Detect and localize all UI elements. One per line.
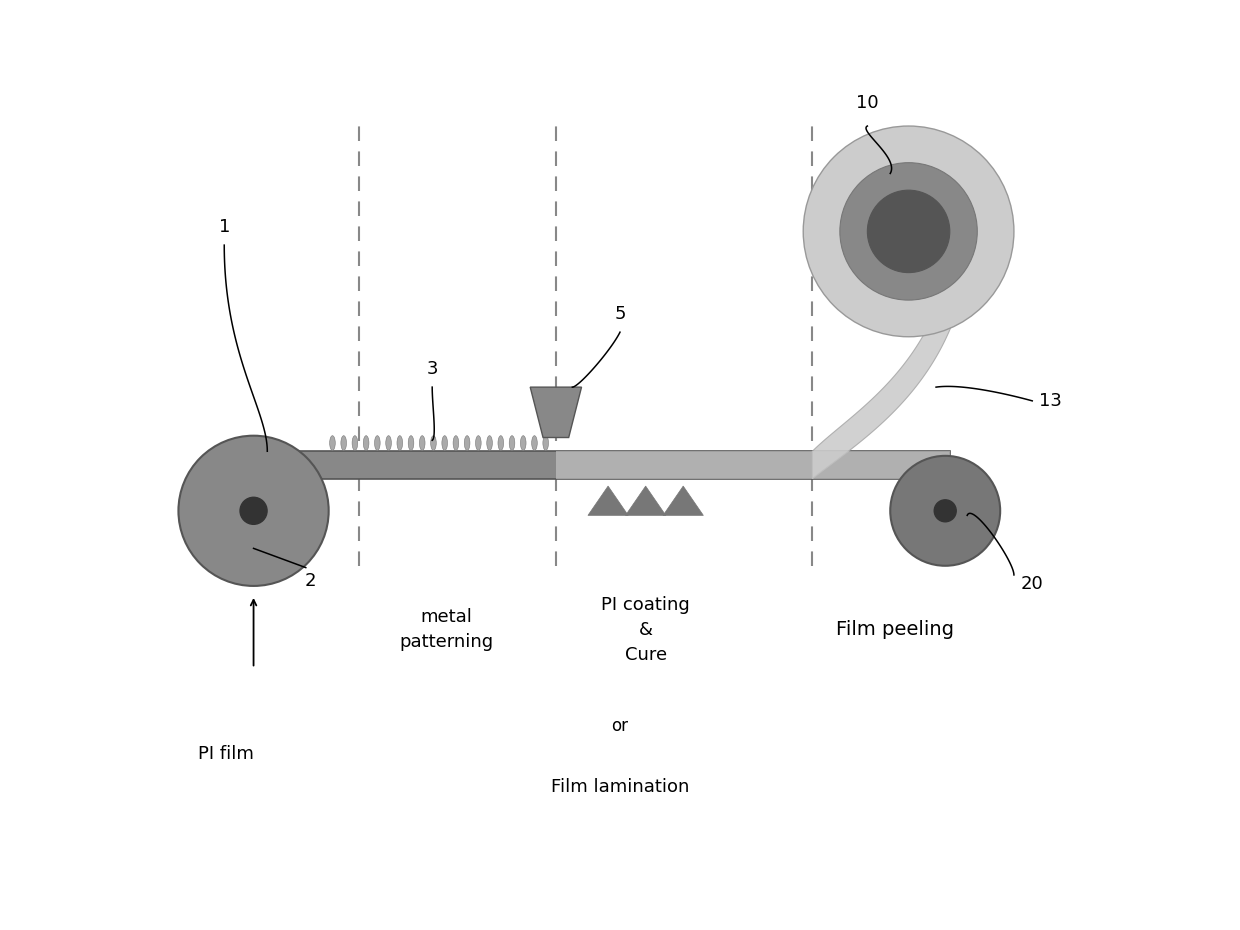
Circle shape xyxy=(179,435,329,586)
Ellipse shape xyxy=(341,435,346,450)
Circle shape xyxy=(867,190,950,272)
Ellipse shape xyxy=(419,435,425,450)
Text: PI coating
&
Cure: PI coating & Cure xyxy=(601,596,689,664)
Circle shape xyxy=(241,498,267,525)
Ellipse shape xyxy=(363,435,370,450)
Polygon shape xyxy=(625,486,666,515)
Text: or: or xyxy=(611,717,629,735)
Text: Film lamination: Film lamination xyxy=(551,778,689,796)
Ellipse shape xyxy=(330,435,335,450)
Ellipse shape xyxy=(543,435,548,450)
Ellipse shape xyxy=(441,435,448,450)
Text: 10: 10 xyxy=(856,94,879,113)
Ellipse shape xyxy=(464,435,470,450)
Circle shape xyxy=(804,126,1014,337)
Ellipse shape xyxy=(521,435,526,450)
Text: 20: 20 xyxy=(1021,575,1044,593)
Text: 1: 1 xyxy=(218,218,229,236)
Ellipse shape xyxy=(430,435,436,450)
Ellipse shape xyxy=(476,435,481,450)
Ellipse shape xyxy=(453,435,459,450)
Text: PI film: PI film xyxy=(198,745,254,763)
Polygon shape xyxy=(531,387,582,437)
Text: 5: 5 xyxy=(614,305,626,323)
Ellipse shape xyxy=(408,435,414,450)
Polygon shape xyxy=(663,486,703,515)
Text: Film peeling: Film peeling xyxy=(836,620,954,640)
Text: 2: 2 xyxy=(305,572,316,591)
Polygon shape xyxy=(812,263,966,479)
Text: metal
patterning: metal patterning xyxy=(399,608,494,651)
Polygon shape xyxy=(588,486,629,515)
Text: 13: 13 xyxy=(1039,392,1061,410)
Ellipse shape xyxy=(487,435,492,450)
Bar xyxy=(556,451,950,479)
Bar xyxy=(253,451,950,479)
Ellipse shape xyxy=(374,435,381,450)
Circle shape xyxy=(934,499,956,522)
Ellipse shape xyxy=(352,435,357,450)
Ellipse shape xyxy=(498,435,503,450)
Ellipse shape xyxy=(397,435,403,450)
Text: 3: 3 xyxy=(427,360,438,378)
Circle shape xyxy=(839,163,977,300)
Circle shape xyxy=(890,456,1001,565)
Ellipse shape xyxy=(510,435,515,450)
Ellipse shape xyxy=(386,435,392,450)
Ellipse shape xyxy=(532,435,537,450)
